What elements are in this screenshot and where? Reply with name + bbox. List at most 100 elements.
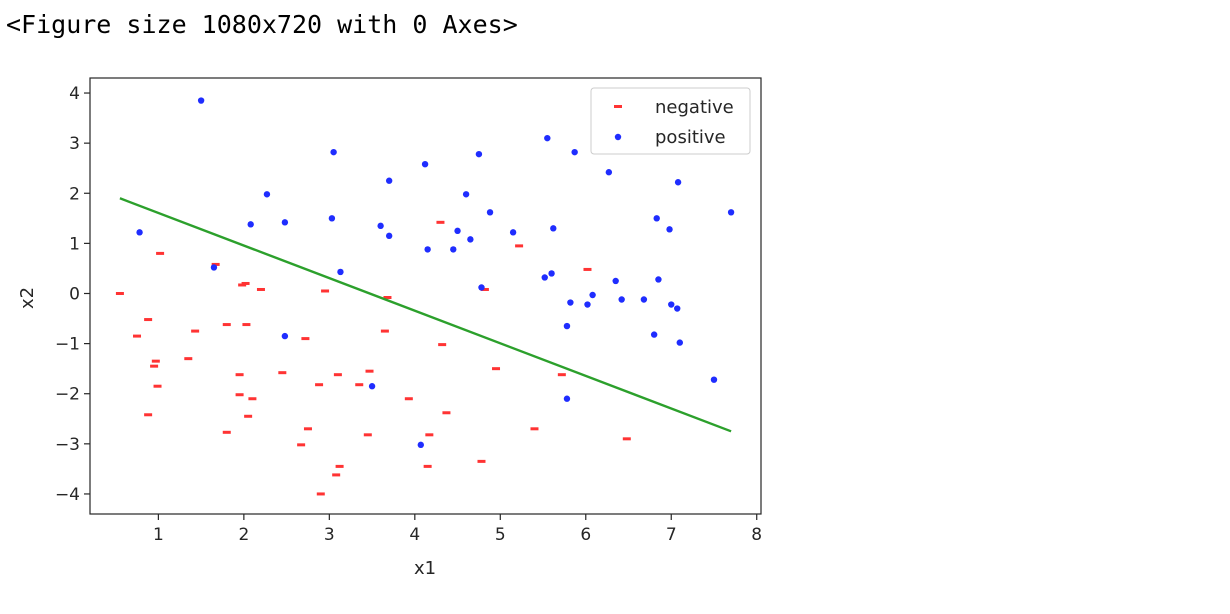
positive-point [571, 148, 578, 156]
positive-point [385, 177, 393, 184]
negative-point [256, 287, 265, 291]
positive-point [210, 264, 218, 271]
negative-point [235, 373, 244, 377]
negative-point [297, 443, 306, 447]
negative-point [436, 220, 445, 224]
positive-point [421, 160, 429, 168]
negative-point [133, 334, 142, 338]
positive-point [281, 332, 289, 340]
negative-point [315, 383, 324, 387]
negative-point [383, 296, 392, 300]
negative-point [333, 373, 342, 377]
negative-point [301, 337, 310, 341]
positive-point [618, 296, 625, 303]
negative-point [438, 343, 447, 347]
positive-point [710, 376, 718, 383]
negative-point [244, 414, 253, 418]
positive-point [541, 274, 548, 281]
negative-point [622, 437, 631, 441]
positive-point [589, 291, 596, 299]
x-tick-label: 5 [495, 525, 506, 545]
negative-point [303, 427, 312, 431]
figure-output-text: <Figure size 1080x720 with 0 Axes> [6, 10, 518, 39]
negative-point [150, 364, 159, 368]
positive-point [650, 331, 658, 338]
negative-point [480, 287, 489, 291]
y-tick-label: 4 [69, 84, 80, 104]
positive-point [563, 322, 571, 330]
legend: negative positive [590, 87, 751, 155]
positive-point [605, 169, 613, 176]
negative-point [530, 427, 539, 431]
negative-point [222, 430, 231, 434]
positive-point [450, 246, 457, 253]
y-tick-label: 1 [69, 234, 80, 254]
positive-point [548, 270, 555, 277]
legend-negative-marker [614, 105, 622, 108]
positive-point [475, 150, 483, 158]
x-axis-ticks: 1 2 3 4 5 6 7 8 [153, 514, 762, 545]
positive-point [467, 236, 474, 243]
decision-boundary-line [119, 197, 732, 433]
negative-point [477, 459, 486, 463]
positive-point [478, 284, 485, 291]
positive-point [263, 191, 271, 198]
positive-point [247, 221, 254, 228]
positive-point [640, 296, 648, 303]
positive-point [544, 134, 551, 142]
positive-point [666, 226, 673, 233]
positive-point [368, 383, 376, 390]
negative-point [235, 393, 244, 397]
positive-point [674, 305, 681, 312]
negative-point [151, 359, 160, 363]
negative-point [211, 262, 220, 266]
positive-point [668, 301, 675, 308]
negative-point [423, 464, 432, 468]
negative-point [316, 492, 325, 496]
y-axis-ticks: −4 −3 −2 −1 0 1 2 3 4 [55, 84, 90, 505]
legend-negative-label: negative [655, 97, 734, 118]
negative-point [363, 433, 372, 437]
negative-point [557, 373, 566, 377]
negative-point [144, 318, 153, 322]
x-tick-label: 3 [324, 525, 335, 545]
negative-point [335, 464, 344, 468]
positive-point [328, 215, 336, 222]
positive-point [281, 219, 289, 226]
negative-point [321, 289, 330, 293]
x-tick-label: 7 [666, 525, 677, 545]
positive-point [385, 232, 393, 240]
legend-box [590, 87, 751, 155]
positive-point [550, 225, 557, 232]
positive-point [377, 222, 384, 230]
positive-point [567, 299, 574, 306]
negative-point [241, 281, 250, 285]
positive-point [674, 179, 682, 186]
y-tick-label: −1 [55, 335, 80, 355]
positive-point [337, 268, 344, 276]
negative-point [583, 267, 592, 271]
x-axis-label: x1 [414, 558, 436, 579]
negative-point [425, 433, 434, 437]
negative-point [515, 244, 524, 248]
negative-point [404, 397, 413, 401]
positive-point [417, 441, 424, 449]
positive-point [330, 148, 337, 156]
positive-point [727, 209, 735, 216]
negative-point [442, 411, 451, 415]
decision-line-layer [119, 197, 732, 433]
negative-point [365, 369, 374, 373]
positive-point [655, 276, 662, 283]
negative-point [492, 367, 501, 371]
y-tick-label: 3 [69, 134, 80, 154]
negative-point [278, 371, 287, 375]
positive-point [424, 246, 431, 253]
negative-point [144, 413, 153, 417]
y-tick-label: 0 [69, 284, 80, 304]
negative-point [156, 251, 165, 255]
positive-point [462, 191, 470, 198]
negative-point [191, 329, 200, 333]
positive-point [454, 227, 461, 235]
negative-point [184, 357, 193, 361]
negative-point [115, 291, 124, 295]
